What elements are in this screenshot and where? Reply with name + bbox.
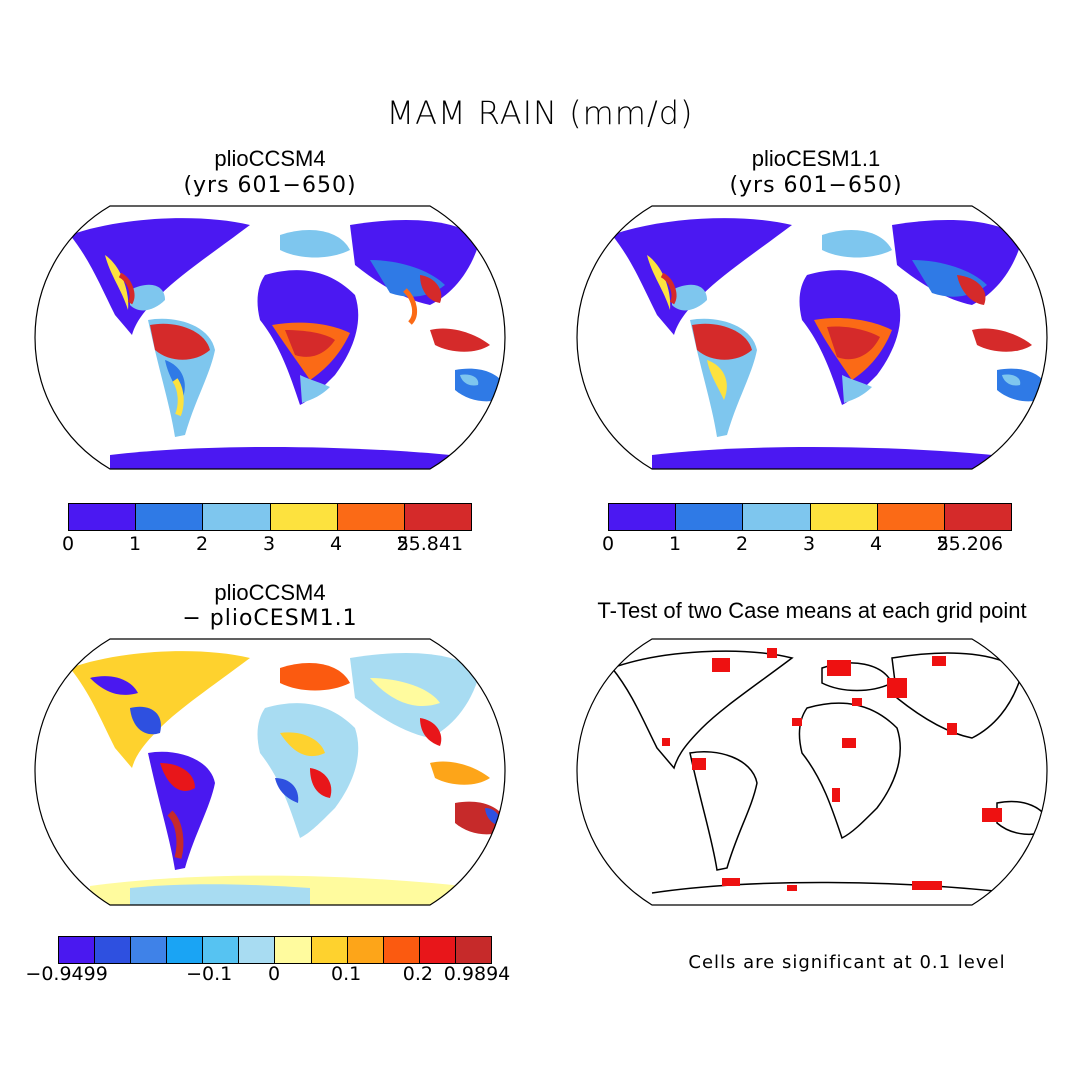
colorbar-cell (454, 937, 491, 963)
panel-a-subtitle: (yrs 601−650) (183, 173, 357, 198)
colorbar-tick-label: 2 (195, 533, 209, 555)
colorbar-cell (202, 504, 270, 530)
rain-field-a (70, 218, 505, 469)
colorbar-cell (418, 937, 455, 963)
colorbar-cell (135, 504, 203, 530)
colorbar-cell (943, 504, 1012, 530)
colorbar-tick-label: 25.206 (936, 533, 1004, 555)
panel-c-map (10, 638, 530, 906)
colorbar-a (68, 503, 472, 531)
colorbar-cell (94, 937, 131, 963)
difference-field (70, 651, 505, 905)
colorbar-tick-label: 5 (936, 533, 950, 555)
colorbar-cell (69, 504, 136, 530)
colorbar-cell (59, 937, 95, 963)
panel-b-subtitle: (yrs 601−650) (729, 173, 903, 198)
significance-footnote: Cells are significant at 0.1 level (688, 952, 1006, 973)
colorbar-cell (238, 937, 275, 963)
panel-a-title: plioCCSM4 (214, 146, 326, 171)
colorbar-cell (130, 937, 167, 963)
colorbar-tick-label: 1 (128, 533, 142, 555)
panel-c-title: plioCCSM4 (214, 580, 326, 605)
colorbar-tick-label: 0.2 (402, 963, 433, 985)
colorbar-c (58, 936, 492, 964)
panel-a-map (10, 205, 530, 470)
rain-field-b (612, 218, 1047, 469)
colorbar-cell (382, 937, 419, 963)
colorbar-c-labels: −0.9499 −0.1 0 0.1 0.2 0.9894 (25, 963, 510, 987)
colorbar-tick-label: 3 (262, 533, 276, 555)
colorbar-tick-label: −0.9499 (25, 963, 108, 985)
colorbar-tick-label: 0.1 (331, 963, 362, 985)
colorbar-tick-label: −0.1 (186, 963, 233, 985)
colorbar-cell (346, 937, 383, 963)
colorbar-cell (809, 504, 877, 530)
panel-d-map (552, 638, 1072, 906)
colorbar-tick-label: 2 (735, 533, 749, 555)
colorbar-cell (274, 937, 311, 963)
colorbar-cell (336, 504, 404, 530)
colorbar-cell (202, 937, 239, 963)
figure-title: MAM RAIN (mm/d) (386, 94, 694, 132)
colorbar-cell (876, 504, 944, 530)
colorbar-b (608, 503, 1012, 531)
colorbar-cell (403, 504, 472, 530)
panel-b-map (552, 205, 1072, 470)
panel-d-title: T-Test of two Case means at each grid po… (597, 598, 1027, 623)
colorbar-tick-label: 5 (396, 533, 410, 555)
colorbar-tick-label: 25.841 (396, 533, 464, 555)
colorbar-tick-label: 4 (869, 533, 883, 555)
colorbar-tick-label: 0 (61, 533, 75, 555)
colorbar-cell (675, 504, 743, 530)
colorbar-tick-label: 0.9894 (443, 963, 511, 985)
panel-c-subtitle: − plioCESM1.1 (182, 606, 358, 631)
colorbar-tick-label: 3 (802, 533, 816, 555)
colorbar-cell (269, 504, 337, 530)
colorbar-cell (166, 937, 203, 963)
colorbar-cell (742, 504, 810, 530)
colorbar-tick-label: 4 (329, 533, 343, 555)
colorbar-b-labels: 0 1 2 3 4 5 25.206 (602, 533, 1010, 557)
colorbar-tick-label: 0 (601, 533, 615, 555)
colorbar-cell (310, 937, 347, 963)
significance-field (610, 648, 1047, 894)
colorbar-cell (609, 504, 676, 530)
colorbar-tick-label: 0 (267, 963, 281, 985)
colorbar-tick-label: 1 (668, 533, 682, 555)
panel-b-title: plioCESM1.1 (751, 146, 881, 171)
colorbar-a-labels: 0 1 2 3 4 5 25.841 (62, 533, 470, 557)
